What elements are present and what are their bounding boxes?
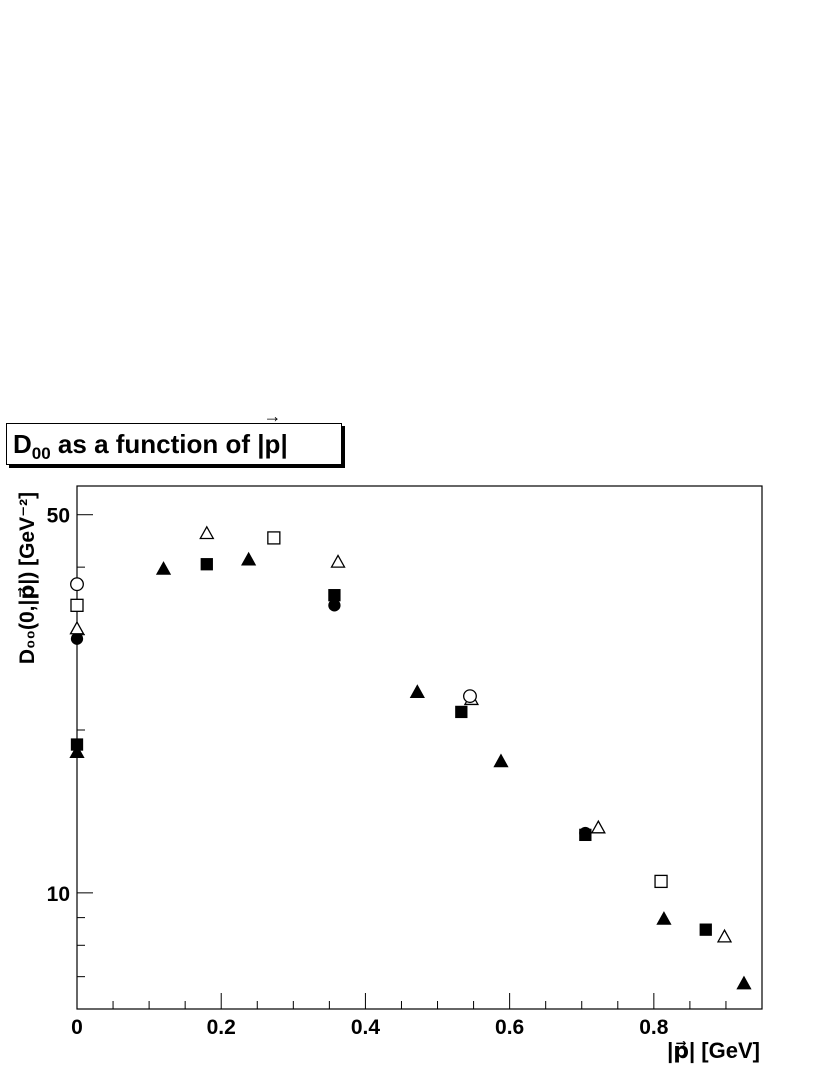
y-tick-label: 50 (47, 505, 70, 528)
open-triangle-marker (590, 819, 606, 834)
x-axis-label: |p⃗| [GeV] (667, 1038, 760, 1063)
x-tick-label: 0.8 (639, 1016, 669, 1039)
open-square-marker (267, 531, 281, 545)
filled-triangle-marker (656, 911, 672, 925)
x-axis-ticks: 0 0.2 0.4 0.6 0.8 (71, 993, 763, 1039)
y-axis-ticks: 10 50 (47, 505, 93, 978)
y-tick-label: 10 (47, 883, 70, 906)
open-triangle-marker (716, 928, 733, 943)
open-triangle-marker (330, 554, 346, 568)
open-square-marker (70, 598, 84, 612)
title-rest: as a function of | (50, 429, 265, 459)
filled-triangle-marker (69, 744, 85, 759)
open-circle-marker (463, 689, 477, 704)
filled-square-marker (328, 589, 341, 602)
filled-triangle-marker (736, 975, 752, 990)
title-bar: | (280, 429, 288, 459)
open-square-marker (654, 874, 668, 889)
filled-circle-marker (70, 632, 84, 645)
filled-square-marker (455, 705, 468, 719)
filled-square-marker (200, 558, 213, 571)
open-triangle-marker (199, 525, 215, 540)
plot-frame (76, 485, 763, 1010)
x-tick-label: 0.6 (495, 1016, 524, 1039)
x-tick-label: 0.2 (207, 1016, 236, 1039)
title-vector-arrow: → (263, 406, 282, 426)
filled-square-marker (70, 738, 84, 751)
chart-title: D00 as a function of | → p| (6, 407, 342, 465)
x-tick-label: 0.4 (351, 1016, 381, 1039)
title-vector-p: → p (264, 407, 282, 464)
filled-triangle-marker (409, 684, 425, 698)
filled-triangle-marker (493, 753, 509, 768)
filled-circle-marker (579, 826, 592, 840)
open-circle-marker (70, 577, 84, 592)
title-p: p (264, 429, 281, 459)
data-points (69, 525, 752, 990)
open-triangle-marker (69, 620, 85, 635)
title-subscript: 00 (31, 444, 51, 464)
filled-square-marker (699, 923, 712, 936)
y-axis-label: D₀₀(0,|p⃗|) [GeV⁻²] (16, 492, 39, 664)
title-main: D (13, 429, 32, 459)
x-tick-label: 0 (71, 1016, 83, 1039)
filled-triangle-marker (241, 551, 257, 566)
filled-triangle-marker (155, 561, 172, 575)
filled-circle-marker (328, 599, 341, 612)
